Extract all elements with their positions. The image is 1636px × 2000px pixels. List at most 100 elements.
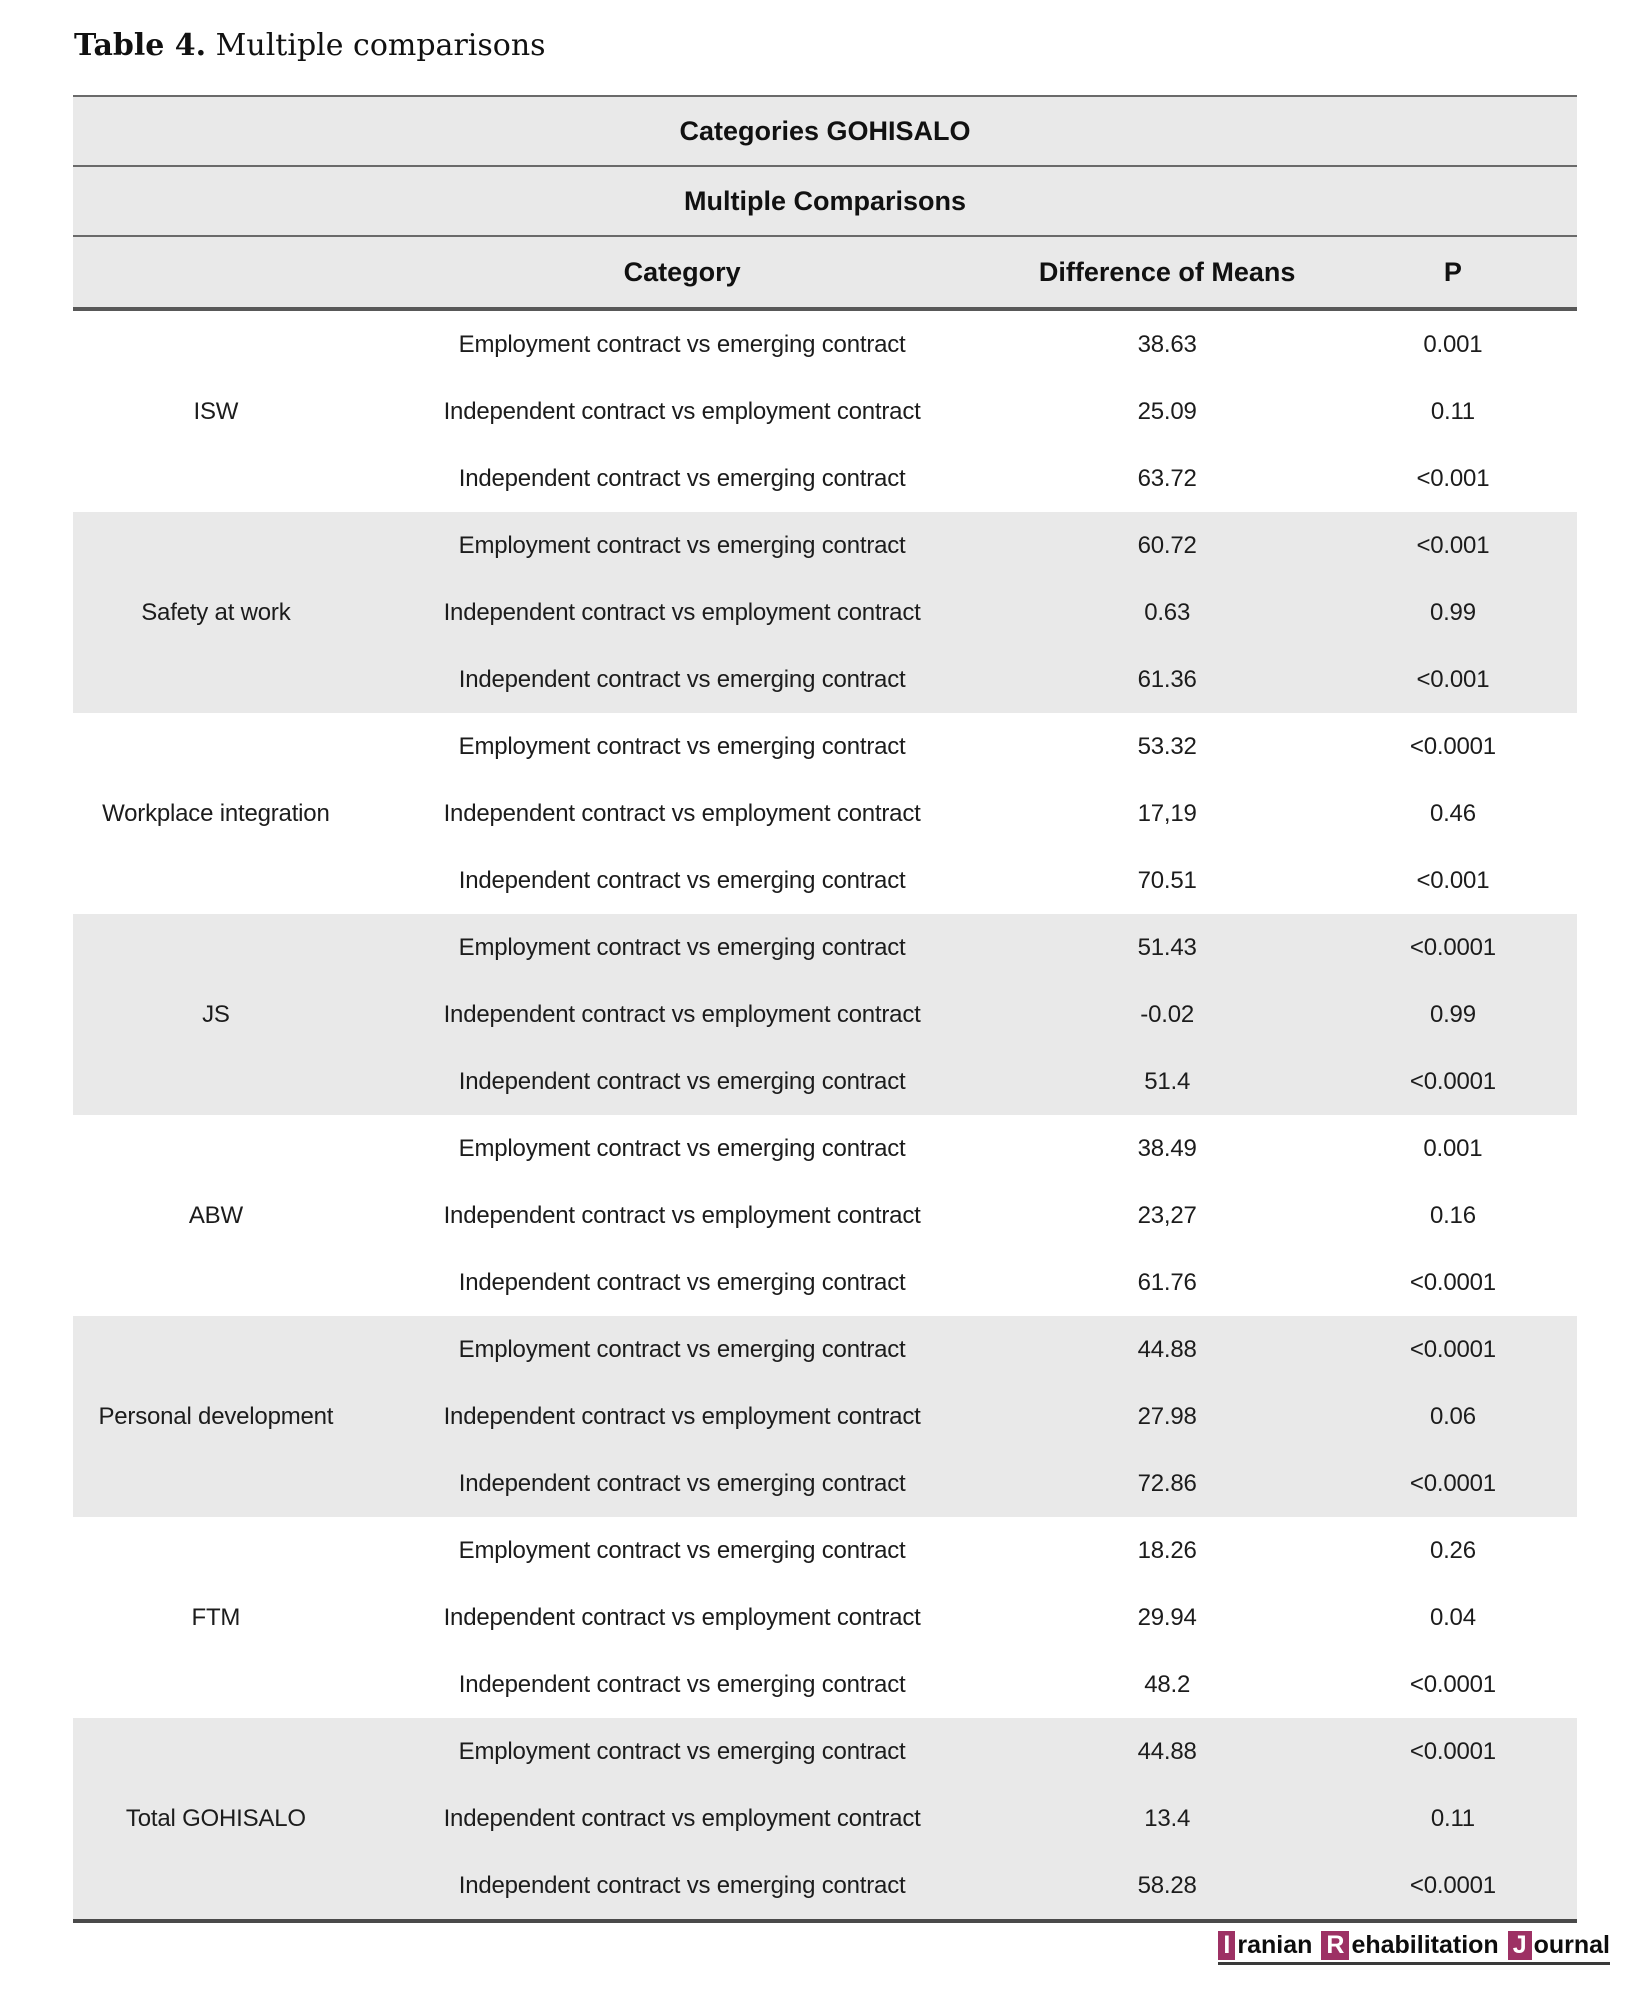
table-group: ABW Employment contract vs emerging contr… [73, 1115, 1577, 1316]
comparison-cell: Employment contract vs emerging contract [458, 1737, 906, 1765]
table-group: Total GOHISALO Employment contract vs eme… [73, 1718, 1577, 1919]
group-label: FTM [191, 1603, 241, 1631]
difference-of-means-cell: 70.51 [1137, 866, 1197, 894]
journal-logo-rest: ranian [1237, 1931, 1313, 1959]
p-value-cell: 0.001 [1423, 330, 1483, 358]
p-value-cell: 0.16 [1429, 1201, 1476, 1229]
comparison-cell: Independent contract vs employment contr… [443, 1000, 921, 1028]
comparison-cell: Independent contract vs employment contr… [443, 1804, 921, 1832]
comparison-cell: Independent contract vs employment contr… [443, 1603, 921, 1631]
table-group: JS Employment contract vs emerging contra… [73, 914, 1577, 1115]
difference-of-means-cell: 23,27 [1137, 1201, 1197, 1229]
p-value-cell: 0.46 [1429, 799, 1476, 827]
p-value-cell: <0.001 [1416, 531, 1490, 559]
table-group: Safety at work Employment contract vs eme… [73, 512, 1577, 713]
difference-of-means-cell: 18.26 [1137, 1536, 1197, 1564]
journal-logo-initial: I [1218, 1931, 1236, 1961]
table-group: ISW Employment contract vs emerging contr… [73, 311, 1577, 512]
p-value-cell: <0.001 [1416, 464, 1490, 492]
journal-logo-initial: R [1321, 1931, 1350, 1961]
column-header-difference-of-means: Difference of Means [1038, 256, 1296, 287]
p-value-cell: 0.26 [1429, 1536, 1476, 1564]
p-value-cell: <0.001 [1416, 866, 1490, 894]
multiple-comparisons-table: Categories GOHISALO Multiple Comparisons… [73, 95, 1577, 1923]
journal-logo-initial: J [1507, 1931, 1532, 1961]
p-value-cell: 0.99 [1429, 598, 1476, 626]
table-caption-number: Table 4. [74, 28, 207, 63]
comparison-cell: Employment contract vs emerging contract [458, 732, 906, 760]
journal-logo-rest: ournal [1533, 1931, 1610, 1959]
comparison-cell: Independent contract vs emerging contrac… [458, 665, 906, 693]
difference-of-means-cell: 25.09 [1137, 397, 1197, 425]
p-value-cell: <0.001 [1416, 665, 1490, 693]
difference-of-means-cell: 38.49 [1137, 1134, 1197, 1162]
p-value-cell: <0.0001 [1409, 1670, 1496, 1698]
p-value-cell: 0.99 [1429, 1000, 1476, 1028]
difference-of-means-cell: 63.72 [1137, 464, 1197, 492]
comparison-cell: Employment contract vs emerging contract [458, 330, 906, 358]
column-header-row: Category Difference of Means P [73, 237, 1577, 311]
difference-of-means-cell: 48.2 [1144, 1670, 1191, 1698]
group-label: Workplace integration [102, 799, 330, 827]
group-label: JS [202, 1000, 230, 1028]
group-label: Safety at work [141, 598, 291, 626]
comparison-cell: Independent contract vs emerging contrac… [458, 464, 906, 492]
p-value-cell: <0.0001 [1409, 933, 1496, 961]
p-value-cell: 0.001 [1423, 1134, 1483, 1162]
group-label: Total GOHISALO [125, 1804, 306, 1832]
p-value-cell: <0.0001 [1409, 1067, 1496, 1095]
comparison-cell: Independent contract vs emerging contrac… [458, 1670, 906, 1698]
p-value-cell: <0.0001 [1409, 1737, 1496, 1765]
table-group: FTM Employment contract vs emerging contr… [73, 1517, 1577, 1718]
difference-of-means-cell: 72.86 [1137, 1469, 1197, 1497]
table-header-categories-gohisalo: Categories GOHISALO [73, 97, 1577, 167]
difference-of-means-cell: 58.28 [1137, 1871, 1197, 1899]
difference-of-means-cell: 29.94 [1137, 1603, 1197, 1631]
journal-logo-rest: ehabilitation [1351, 1931, 1499, 1959]
comparison-cell: Employment contract vs emerging contract [458, 1134, 906, 1162]
difference-of-means-cell: 38.63 [1137, 330, 1197, 358]
comparison-cell: Independent contract vs employment contr… [443, 799, 921, 827]
comparison-cell: Employment contract vs emerging contract [458, 1335, 906, 1363]
difference-of-means-cell: 13.4 [1144, 1804, 1191, 1832]
table-group: Personal development Employment contract … [73, 1316, 1577, 1517]
table-caption-text: Multiple comparisons [215, 28, 546, 63]
comparison-cell: Independent contract vs emerging contrac… [458, 866, 906, 894]
difference-of-means-cell: 51.4 [1144, 1067, 1191, 1095]
comparison-cell: Independent contract vs emerging contrac… [458, 1067, 906, 1095]
difference-of-means-cell: 51.43 [1137, 933, 1197, 961]
difference-of-means-cell: 17,19 [1137, 799, 1197, 827]
p-value-cell: <0.0001 [1409, 1871, 1496, 1899]
comparison-cell: Employment contract vs emerging contract [458, 933, 906, 961]
difference-of-means-cell: 44.88 [1137, 1335, 1197, 1363]
difference-of-means-cell: 61.36 [1137, 665, 1197, 693]
p-value-cell: 0.04 [1429, 1603, 1476, 1631]
difference-of-means-cell: 44.88 [1137, 1737, 1197, 1765]
p-value-cell: <0.0001 [1409, 1469, 1496, 1497]
difference-of-means-cell: 61.76 [1137, 1268, 1197, 1296]
comparison-cell: Employment contract vs emerging contract [458, 531, 906, 559]
comparison-cell: Independent contract vs emerging contrac… [458, 1469, 906, 1497]
comparison-cell: Independent contract vs employment contr… [443, 1201, 921, 1229]
group-label: ABW [188, 1201, 243, 1229]
difference-of-means-cell: 27.98 [1137, 1402, 1197, 1430]
table-caption: Table 4. Multiple comparisons [74, 28, 546, 63]
comparison-cell: Employment contract vs emerging contract [458, 1536, 906, 1564]
difference-of-means-cell: 60.72 [1137, 531, 1197, 559]
p-value-cell: <0.0001 [1409, 1335, 1496, 1363]
comparison-cell: Independent contract vs employment contr… [443, 1402, 921, 1430]
p-value-cell: <0.0001 [1409, 1268, 1496, 1296]
p-value-cell: 0.11 [1430, 397, 1475, 425]
table-body: ISW Employment contract vs emerging contr… [73, 311, 1577, 1919]
group-label: Personal development [98, 1402, 334, 1430]
comparison-cell: Independent contract vs employment contr… [443, 397, 921, 425]
difference-of-means-cell: -0.02 [1140, 1000, 1194, 1028]
table-header-multiple-comparisons: Multiple Comparisons [73, 167, 1577, 237]
p-value-cell: 0.11 [1430, 1804, 1475, 1832]
difference-of-means-cell: 0.63 [1144, 598, 1191, 626]
column-header-group [73, 237, 359, 307]
